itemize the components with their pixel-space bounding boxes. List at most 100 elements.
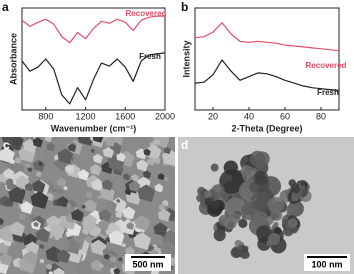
grain bbox=[90, 239, 107, 256]
grain bbox=[57, 148, 74, 165]
x-tick-label: 2000 bbox=[155, 111, 175, 121]
grain bbox=[105, 200, 117, 212]
grain bbox=[110, 256, 117, 263]
x-axis-label: 2-Theta (Degree) bbox=[231, 123, 302, 133]
grain bbox=[91, 178, 105, 192]
particle bbox=[211, 200, 220, 210]
grain bbox=[90, 148, 95, 153]
grain bbox=[44, 163, 61, 180]
grain bbox=[53, 137, 58, 140]
grain bbox=[44, 137, 52, 143]
x-tick-label: 1200 bbox=[76, 111, 96, 121]
particle bbox=[211, 184, 225, 198]
particle bbox=[225, 197, 246, 218]
particle bbox=[230, 247, 242, 259]
grain bbox=[116, 152, 126, 162]
tem-texture bbox=[196, 150, 312, 259]
grain bbox=[67, 143, 77, 153]
grain bbox=[89, 164, 102, 176]
grain bbox=[166, 192, 175, 204]
grain bbox=[121, 243, 126, 248]
series-line bbox=[21, 52, 166, 105]
grain bbox=[9, 221, 25, 237]
grain bbox=[71, 208, 84, 222]
grain bbox=[154, 139, 161, 146]
scale-bar-label: 500 nm bbox=[132, 259, 163, 269]
grain bbox=[83, 199, 98, 214]
grain bbox=[57, 188, 64, 195]
panel-label: c bbox=[3, 138, 10, 152]
grain bbox=[35, 171, 42, 178]
particle bbox=[253, 211, 268, 226]
panel-label: a bbox=[2, 0, 9, 14]
particle bbox=[287, 218, 298, 229]
grain bbox=[25, 241, 40, 256]
y-axis-label: Intensity bbox=[181, 40, 191, 77]
scale-bar-box bbox=[125, 254, 171, 271]
particle bbox=[286, 203, 299, 217]
x-axis-label: Wavenumber (cm⁻¹) bbox=[51, 123, 136, 133]
grain bbox=[101, 179, 113, 191]
grain bbox=[97, 195, 102, 200]
grain bbox=[57, 196, 69, 208]
grain bbox=[162, 199, 169, 207]
x-tick-label: 20 bbox=[208, 111, 218, 121]
grain bbox=[156, 244, 162, 249]
grain bbox=[56, 249, 71, 264]
grain bbox=[23, 250, 39, 265]
grain bbox=[25, 162, 32, 169]
grain bbox=[116, 198, 121, 203]
grain bbox=[99, 185, 116, 202]
x-tick-label: 80 bbox=[316, 111, 326, 121]
x-tick-label: 40 bbox=[244, 111, 254, 121]
grain bbox=[77, 169, 90, 181]
grain bbox=[32, 179, 46, 194]
series-label: Recovered bbox=[126, 9, 167, 18]
grain bbox=[18, 213, 26, 221]
grain bbox=[90, 259, 103, 272]
grain bbox=[0, 147, 15, 164]
grain bbox=[142, 170, 152, 179]
particle bbox=[290, 183, 302, 194]
grain bbox=[38, 161, 43, 166]
particle bbox=[204, 190, 212, 199]
grain bbox=[158, 204, 165, 211]
x-tick-label: 1600 bbox=[115, 111, 135, 121]
particle bbox=[196, 193, 205, 203]
series-line bbox=[194, 59, 340, 92]
grain bbox=[163, 146, 172, 155]
particle bbox=[273, 221, 279, 228]
grain bbox=[164, 176, 169, 182]
series-line bbox=[21, 15, 165, 44]
grain bbox=[46, 142, 56, 152]
y-axis-label: Absorbance bbox=[8, 33, 18, 85]
grain bbox=[77, 137, 94, 146]
grain bbox=[27, 167, 33, 172]
grain bbox=[115, 211, 123, 219]
grain bbox=[76, 259, 95, 274]
series-line bbox=[194, 22, 340, 52]
grain bbox=[63, 186, 68, 191]
particle bbox=[242, 251, 250, 259]
grain bbox=[162, 149, 175, 167]
particle bbox=[266, 239, 273, 246]
grain bbox=[50, 223, 66, 238]
grain bbox=[64, 164, 75, 174]
grain bbox=[82, 217, 97, 232]
grain bbox=[153, 222, 168, 237]
sem-texture bbox=[0, 137, 175, 274]
particle bbox=[250, 191, 270, 211]
scale-bar-box bbox=[304, 254, 350, 271]
grain bbox=[20, 201, 34, 215]
grain bbox=[103, 253, 110, 260]
grain bbox=[159, 240, 175, 259]
panel-label: d bbox=[181, 138, 188, 152]
grain bbox=[105, 237, 111, 243]
grain bbox=[85, 191, 93, 199]
grain bbox=[147, 157, 155, 166]
particle bbox=[228, 221, 235, 229]
particle bbox=[204, 197, 214, 206]
grain bbox=[157, 173, 165, 181]
plot-frame bbox=[21, 7, 166, 111]
particle bbox=[299, 180, 306, 187]
